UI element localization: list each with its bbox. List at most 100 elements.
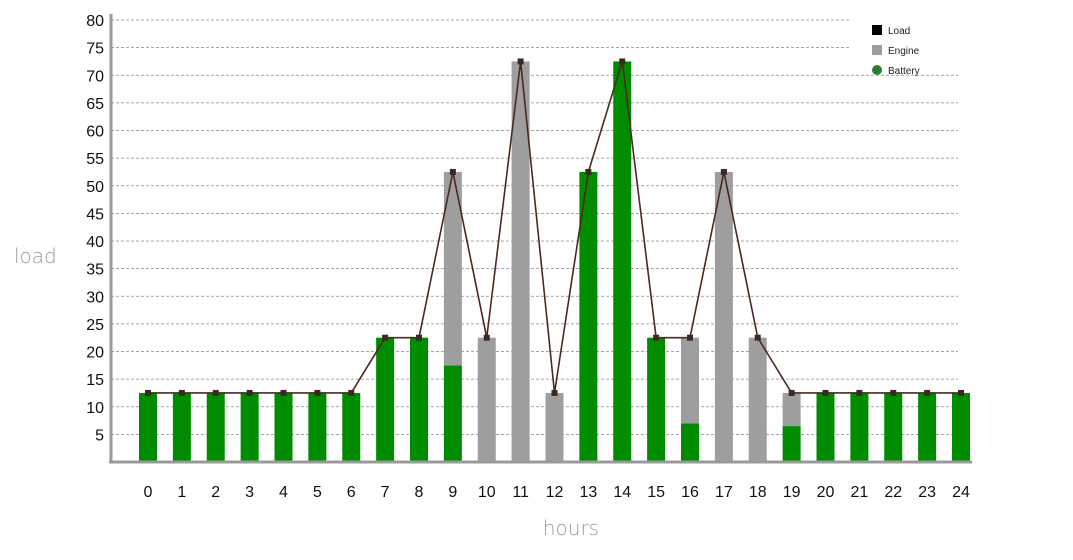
x-tick-label: 11 <box>512 484 529 501</box>
bar-engine <box>477 337 496 462</box>
bar-battery <box>884 392 903 462</box>
bar-engine <box>748 337 767 462</box>
x-tick-label: 15 <box>647 484 665 501</box>
x-tick-label: 9 <box>448 484 457 501</box>
load-point <box>178 389 185 396</box>
x-tick-label: 20 <box>817 484 835 501</box>
bar-battery <box>410 337 428 462</box>
bar-engine <box>511 61 530 462</box>
bar-battery <box>952 392 970 462</box>
bar-engine <box>782 392 801 427</box>
bar-battery <box>274 392 293 462</box>
bar-engine <box>545 392 564 462</box>
legend-label: Load <box>888 26 910 37</box>
y-tick-label: 80 <box>86 13 104 30</box>
y-tick-label: 30 <box>86 289 104 306</box>
legend-marker <box>872 25 882 35</box>
y-tick-label: 15 <box>86 372 104 389</box>
gridlines <box>111 19 958 435</box>
load-point <box>687 334 693 341</box>
load-point <box>416 334 422 341</box>
load-point <box>653 334 660 341</box>
bar-battery <box>782 426 801 462</box>
load-point <box>348 389 355 396</box>
load-point <box>314 389 321 396</box>
load-point <box>822 389 829 396</box>
legend-label: Battery <box>888 66 920 77</box>
bars <box>139 61 970 462</box>
load-point <box>382 334 389 341</box>
load-point <box>890 389 897 396</box>
bar-battery <box>443 365 462 462</box>
x-tick-label: 19 <box>783 484 801 501</box>
x-tick-label: 14 <box>613 484 631 501</box>
x-tick-label: 7 <box>381 484 390 501</box>
load-point <box>856 389 863 396</box>
bar-battery <box>376 337 395 462</box>
legend: Load Engine Battery <box>872 25 920 77</box>
x-tick-label: 23 <box>918 484 936 501</box>
x-tick-label: 21 <box>850 484 868 501</box>
x-tick-label: 22 <box>884 484 902 501</box>
y-tick-label: 35 <box>86 262 104 279</box>
y-tick-label: 50 <box>86 179 104 196</box>
bar-battery <box>918 392 937 462</box>
y-axis-title: load <box>14 244 57 268</box>
y-tick-label: 10 <box>86 400 104 417</box>
x-tick-label: 12 <box>546 484 564 501</box>
bar-battery <box>240 392 259 462</box>
x-tick-label: 4 <box>279 484 288 501</box>
bar-battery <box>206 392 225 462</box>
bar-battery <box>579 171 598 462</box>
bar-battery <box>850 392 869 462</box>
x-tick-label: 17 <box>715 484 733 501</box>
x-tick-label: 16 <box>681 484 699 501</box>
x-tick-label: 5 <box>313 484 322 501</box>
bar-engine <box>714 171 733 462</box>
load-point <box>958 389 964 396</box>
bar-battery <box>613 61 632 462</box>
bar-engine <box>681 337 699 424</box>
x-tick-label: 0 <box>144 484 153 501</box>
x-axis-title: hours <box>543 516 599 540</box>
x-tick-label: 1 <box>177 484 186 501</box>
y-tick-label: 5 <box>95 427 104 444</box>
y-tick-label: 45 <box>86 206 104 223</box>
y-tick-label: 65 <box>86 96 104 113</box>
x-tick-label: 13 <box>579 484 597 501</box>
load-point <box>551 389 558 396</box>
load-line-series <box>145 58 964 396</box>
load-point <box>212 389 219 396</box>
legend-marker <box>872 65 882 75</box>
x-tick-label: 18 <box>749 484 767 501</box>
y-tick-labels: 5 10 15 20 25 30 35 40 45 50 55 60 65 70 75 80 <box>86 13 104 444</box>
bar-battery <box>816 392 835 462</box>
bar-battery <box>342 392 361 462</box>
y-tick-label: 60 <box>86 124 104 141</box>
bar-battery <box>172 392 191 462</box>
load-point <box>449 168 456 175</box>
legend-marker <box>872 45 882 55</box>
load-point <box>720 168 727 175</box>
load-point <box>483 334 490 341</box>
load-line <box>148 61 961 394</box>
x-tick-label: 8 <box>415 484 424 501</box>
axes <box>109 14 972 464</box>
x-tick-label: 10 <box>478 484 496 501</box>
bar-battery <box>308 392 327 462</box>
y-tick-label: 55 <box>86 151 104 168</box>
y-tick-label: 40 <box>86 234 104 251</box>
load-point <box>246 389 253 396</box>
load-point <box>619 58 626 65</box>
y-tick-label: 70 <box>86 68 104 85</box>
y-tick-label: 20 <box>86 345 104 362</box>
x-tick-label: 6 <box>347 484 356 501</box>
y-tick-label: 25 <box>86 317 104 334</box>
x-tick-label: 2 <box>211 484 220 501</box>
legend-label: Engine <box>888 46 920 57</box>
load-point <box>585 168 592 175</box>
load-point <box>788 389 795 396</box>
load-point <box>280 389 287 396</box>
load-point <box>924 389 931 396</box>
